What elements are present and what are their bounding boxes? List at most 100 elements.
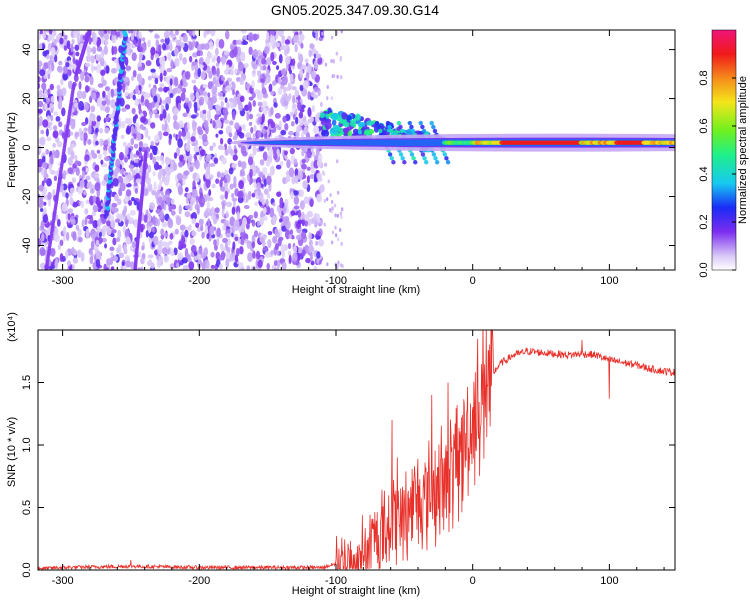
noise-speckle	[326, 96, 329, 101]
noise-speckle	[74, 154, 78, 161]
noise-speckle	[135, 178, 142, 184]
noise-speckle	[191, 61, 197, 67]
noise-speckle	[141, 252, 146, 260]
noise-speckle	[277, 259, 280, 269]
noise-speckle	[300, 163, 307, 170]
noise-speckle	[272, 60, 277, 65]
noise-speckle	[303, 196, 310, 204]
noise-speckle	[159, 155, 165, 162]
noise-speckle	[199, 110, 203, 119]
noise-speckle	[199, 149, 206, 157]
transition-blob	[332, 124, 341, 131]
noise-speckle	[308, 231, 312, 241]
noise-speckle	[69, 187, 75, 194]
noise-speckle	[145, 60, 152, 67]
noise-speckle	[96, 63, 102, 74]
transition-blob	[445, 160, 451, 165]
noise-speckle	[91, 113, 96, 122]
noise-speckle	[77, 249, 82, 259]
noise-speckle	[61, 107, 66, 117]
noise-speckle	[234, 68, 238, 74]
noise-speckle	[334, 213, 337, 218]
noise-speckle	[217, 91, 224, 97]
noise-speckle	[168, 137, 172, 146]
noise-speckle	[158, 87, 164, 92]
noise-speckle	[138, 151, 143, 159]
noise-speckle	[188, 113, 192, 119]
noise-speckle	[268, 148, 274, 157]
noise-speckle	[115, 31, 121, 38]
noise-speckle	[61, 87, 67, 97]
noise-speckle	[84, 104, 90, 111]
noise-speckle	[112, 207, 119, 213]
noise-speckle	[45, 128, 49, 137]
noise-speckle	[195, 195, 199, 201]
noise-speckle	[233, 226, 239, 231]
noise-speckle	[222, 237, 228, 244]
noise-speckle	[152, 171, 156, 176]
noise-speckle	[104, 162, 108, 168]
noise-speckle	[209, 52, 213, 59]
noise-speckle	[220, 76, 226, 81]
noise-speckle	[193, 85, 197, 92]
noise-speckle	[181, 257, 188, 264]
noise-speckle	[136, 73, 142, 83]
noise-speckle	[216, 67, 220, 77]
noise-speckle	[181, 234, 185, 244]
noise-speckle	[103, 144, 108, 152]
noise-speckle	[177, 185, 183, 196]
noise-speckle	[272, 80, 277, 86]
noise-speckle	[226, 201, 233, 208]
noise-speckle	[58, 96, 63, 106]
transition-blob	[442, 152, 448, 157]
noise-speckle	[66, 40, 71, 50]
noise-speckle	[212, 142, 216, 148]
noise-speckle	[232, 154, 238, 161]
noise-speckle	[324, 62, 328, 67]
noise-speckle	[84, 216, 88, 226]
noise-speckle	[212, 77, 217, 85]
noise-speckle	[130, 125, 135, 135]
noise-speckle	[154, 113, 160, 119]
noise-speckle	[287, 82, 292, 92]
top-ytick-label: -20	[21, 189, 33, 205]
noise-speckle	[282, 206, 287, 215]
noise-speckle	[160, 228, 165, 236]
noise-speckle	[77, 186, 84, 195]
noise-speckle	[239, 77, 245, 86]
noise-speckle	[315, 240, 319, 246]
noise-speckle	[223, 220, 230, 227]
noise-speckle	[131, 107, 136, 115]
noise-speckle	[317, 56, 323, 65]
noise-speckle	[252, 133, 256, 141]
top-xtick-label: -100	[325, 275, 347, 287]
noise-speckle	[262, 167, 268, 176]
noise-speckle	[300, 42, 304, 49]
noise-speckle	[236, 131, 243, 136]
noise-speckle	[336, 31, 339, 36]
noise-speckle	[209, 30, 216, 37]
noise-speckle	[291, 103, 297, 109]
noise-speckle	[257, 259, 263, 269]
noise-speckle	[252, 33, 259, 41]
noise-speckle	[152, 145, 158, 156]
noise-speckle	[336, 74, 339, 79]
transition-blob	[398, 124, 403, 130]
noise-speckle	[310, 71, 317, 79]
transition-blob	[319, 112, 326, 119]
noise-speckle	[83, 132, 88, 142]
noise-speckle	[150, 140, 155, 146]
noise-speckle	[270, 250, 274, 256]
noise-speckle	[67, 208, 74, 214]
noise-speckle	[189, 166, 194, 173]
noise-speckle	[162, 70, 167, 77]
noise-speckle	[285, 95, 291, 102]
noise-speckle	[292, 245, 298, 254]
noise-speckle	[323, 222, 326, 227]
noise-speckle	[161, 221, 168, 228]
noise-speckle	[261, 87, 267, 95]
noise-speckle	[117, 243, 122, 253]
noise-speckle	[224, 97, 228, 103]
noise-speckle	[213, 157, 219, 165]
noise-speckle	[189, 55, 193, 63]
